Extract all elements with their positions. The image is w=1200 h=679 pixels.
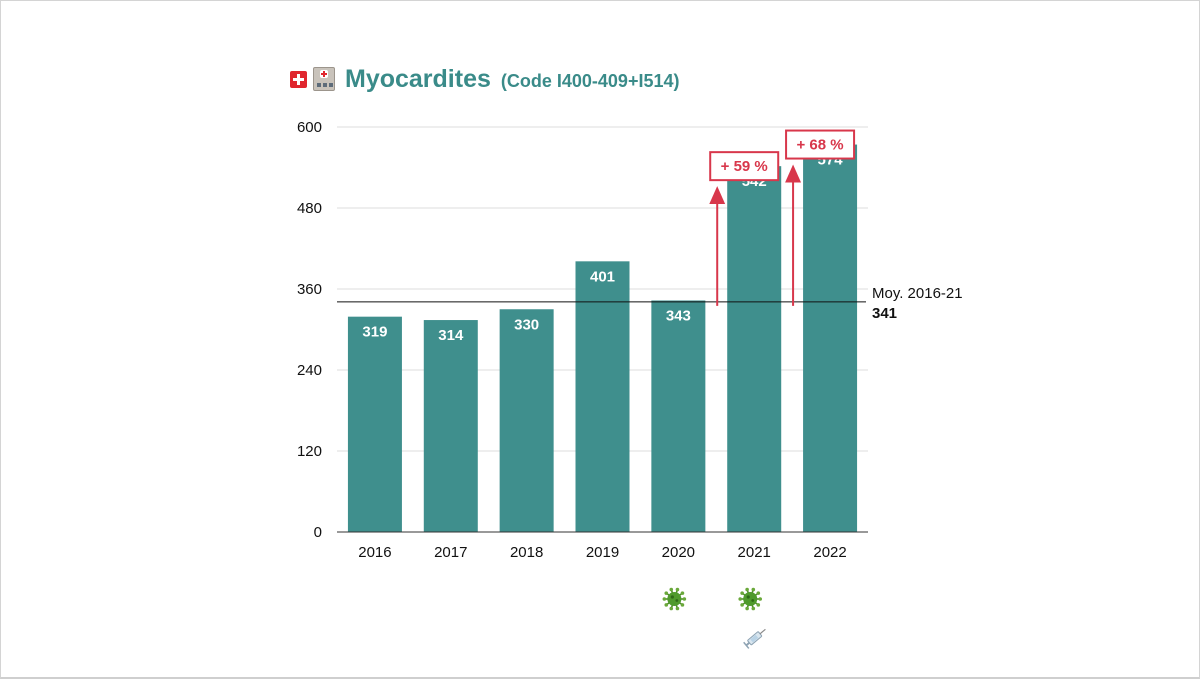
swiss-flag-icon xyxy=(290,70,307,88)
average-line-value: 341 xyxy=(872,305,897,322)
y-tick-label: 120 xyxy=(297,443,322,460)
increase-box xyxy=(785,129,856,160)
y-tick-label: 600 xyxy=(297,119,322,136)
bar xyxy=(347,316,402,532)
virus-icon xyxy=(662,587,687,611)
x-tick-label: 2016 xyxy=(358,544,391,561)
x-tick-label: 2017 xyxy=(434,544,467,561)
increase-label: + 59 % xyxy=(721,158,768,175)
virus-icon xyxy=(738,587,763,611)
x-tick-label: 2019 xyxy=(586,544,619,561)
y-tick-label: 480 xyxy=(297,200,322,217)
bar-value-label: 330 xyxy=(514,316,539,333)
chart-title: Myocardites (Code I400-409+I514) xyxy=(290,62,679,96)
x-tick-label: 2021 xyxy=(738,544,771,561)
bar xyxy=(499,309,554,532)
hospital-icon xyxy=(313,67,335,91)
y-tick-label: 360 xyxy=(297,281,322,298)
increase-box xyxy=(709,151,780,182)
bar xyxy=(651,300,706,532)
bar xyxy=(423,320,478,532)
average-line-label: Moy. 2016-21 xyxy=(872,285,963,302)
bar xyxy=(575,261,630,532)
x-tick-label: 2022 xyxy=(813,544,846,561)
chart-title-sub: (Code I400-409+I514) xyxy=(500,70,680,91)
bar-value-label: 319 xyxy=(362,324,387,341)
x-tick-label: 2020 xyxy=(662,544,695,561)
syringe-icon xyxy=(743,628,766,649)
bar xyxy=(803,144,858,533)
increase-label: + 68 % xyxy=(797,137,844,154)
x-tick-label: 2018 xyxy=(510,544,543,561)
bar-value-label: 401 xyxy=(590,268,615,285)
y-tick-label: 240 xyxy=(297,362,322,379)
bar xyxy=(727,166,782,532)
bar-value-label: 314 xyxy=(438,327,464,344)
chart-title-main: Myocardites xyxy=(345,64,491,93)
bar-value-label: 343 xyxy=(666,307,691,324)
y-tick-label: 0 xyxy=(314,524,322,541)
